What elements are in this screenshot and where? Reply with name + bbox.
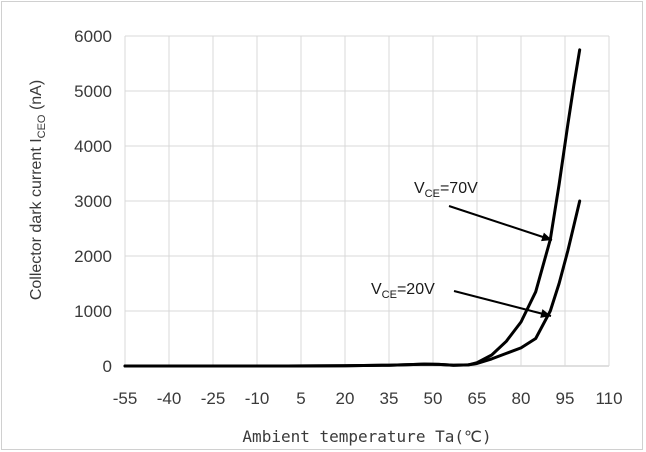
x-tick-label: 20	[336, 389, 355, 408]
series-lines	[123, 48, 582, 368]
y-tick-label: 6000	[74, 27, 112, 46]
x-tick-label: 35	[380, 389, 399, 408]
arrow-vce70	[448, 205, 553, 242]
x-tick-label: -40	[157, 389, 182, 408]
x-tick-label: 95	[556, 389, 575, 408]
y-tick-label: 0	[103, 357, 112, 376]
y-axis-label: Collector dark current ICEO (nA)	[28, 80, 48, 300]
x-tick-label: -25	[201, 389, 226, 408]
y-tick-label: 1000	[74, 302, 112, 321]
series-line-vce20	[123, 199, 582, 368]
x-tick-label: -10	[245, 389, 270, 408]
x-tick-labels: -55 -40 -25 -10 5 20 35 50 65 80 95 110	[113, 389, 623, 408]
x-tick-label: 5	[296, 389, 305, 408]
x-axis-label: Ambient temperature Ta(℃)	[242, 427, 491, 446]
y-tick-label: 3000	[74, 192, 112, 211]
y-tick-label: 5000	[74, 82, 112, 101]
series-label-vce70: VCE=70V	[414, 180, 478, 200]
y-tick-labels: 0 1000 2000 3000 4000 5000 6000	[74, 27, 112, 376]
x-tick-label: -55	[113, 389, 138, 408]
x-tick-label: 50	[424, 389, 443, 408]
x-tick-label: 65	[468, 389, 487, 408]
arrow-vce20	[453, 290, 552, 318]
annotations	[448, 205, 553, 318]
y-tick-label: 2000	[74, 247, 112, 266]
series-label-vce20: VCE=20V	[371, 281, 435, 301]
x-tick-label: 80	[512, 389, 531, 408]
y-tick-label: 4000	[74, 137, 112, 156]
series-line-vce70	[123, 48, 582, 368]
grid	[124, 35, 610, 367]
x-tick-label: 110	[595, 389, 622, 408]
